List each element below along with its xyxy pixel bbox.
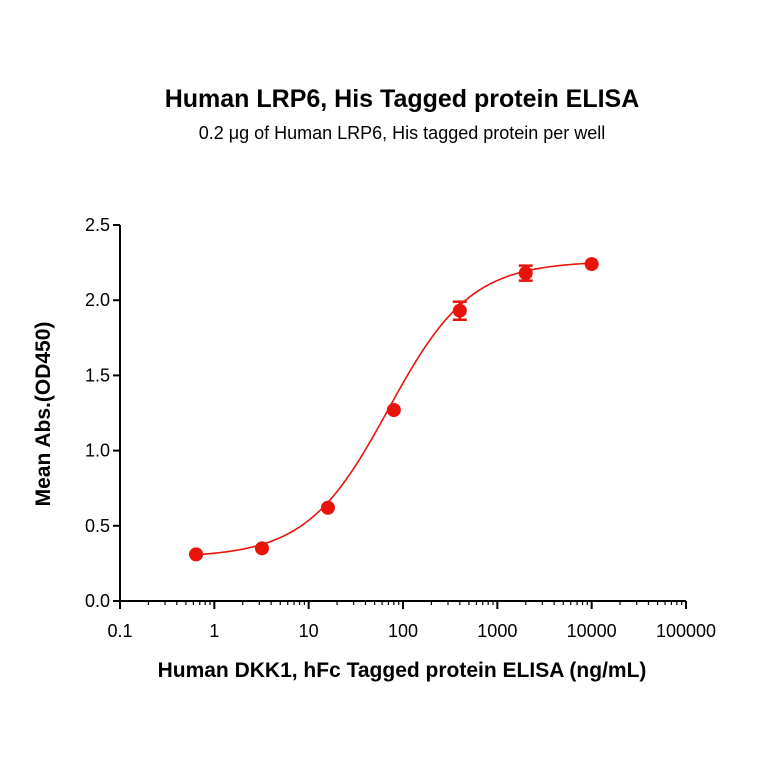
data-point xyxy=(254,541,269,556)
x-tick-label: 10 xyxy=(299,621,319,641)
y-axis-label: Mean Abs.(OD450) xyxy=(32,322,55,507)
x-axis-label: Human DKK1, hFc Tagged protein ELISA (ng… xyxy=(158,659,647,682)
x-tick-label: 1000 xyxy=(477,621,517,641)
x-axis-ticks: 0.1 1 10 100 1000 10000 100000 xyxy=(107,601,716,641)
chart-subtitle: 0.2 μg of Human LRP6, His tagged protein… xyxy=(199,123,606,143)
data-marker xyxy=(584,257,599,272)
data-marker xyxy=(386,402,401,417)
x-tick-label: 100000 xyxy=(656,621,716,641)
data-point xyxy=(518,264,533,282)
data-point xyxy=(452,300,467,322)
data-marker xyxy=(320,500,335,515)
x-tick-label: 100 xyxy=(388,621,418,641)
y-tick-label: 0.5 xyxy=(85,516,110,536)
x-tick-label: 1 xyxy=(209,621,219,641)
data-marker xyxy=(518,266,533,281)
data-point xyxy=(189,547,204,562)
y-tick-label: 1.5 xyxy=(85,365,110,385)
y-tick-label: 1.0 xyxy=(85,441,110,461)
y-tick-label: 2.0 xyxy=(85,290,110,310)
data-point xyxy=(584,257,599,272)
x-tick-label: 0.1 xyxy=(107,621,132,641)
y-tick-label: 0.0 xyxy=(85,591,110,611)
y-tick-label: 2.5 xyxy=(85,215,110,235)
data-points xyxy=(189,257,599,562)
data-marker xyxy=(452,303,467,318)
data-marker xyxy=(189,547,204,562)
data-point xyxy=(320,500,335,515)
chart-title: Human LRP6, His Tagged protein ELISA xyxy=(165,85,640,113)
x-tick-label: 10000 xyxy=(567,621,617,641)
y-axis-ticks: 0.0 0.5 1.0 1.5 2.0 2.5 xyxy=(85,215,120,611)
data-marker xyxy=(254,541,269,556)
data-point xyxy=(386,402,401,417)
